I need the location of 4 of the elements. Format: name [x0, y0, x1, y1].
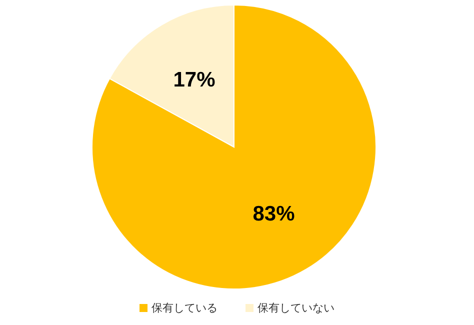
legend-label: 保有している — [152, 302, 218, 314]
data-label: 83% — [252, 202, 296, 226]
legend-label: 保有していない — [258, 302, 334, 314]
data-label: 17% — [173, 68, 216, 92]
